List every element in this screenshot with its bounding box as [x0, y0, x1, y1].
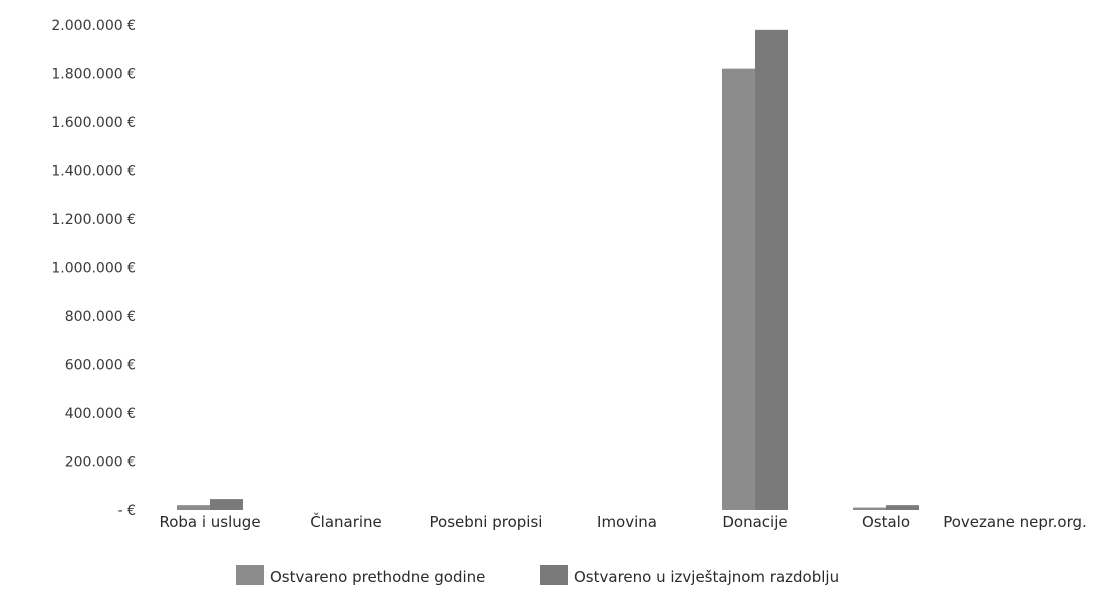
bar-reporting-period-4 [755, 29, 788, 510]
x-axis: Roba i usluge Članarine Posebni propisi Imo… [159, 512, 1086, 531]
y-tick-label: 800.000 € [65, 309, 136, 325]
y-tick-label: 400.000 € [65, 406, 136, 422]
x-category-label: Donacije [722, 513, 787, 531]
bars [177, 29, 919, 511]
y-axis: - € 200.000 € 400.000 € 600.000 € 800.000 € 1… [51, 18, 136, 519]
bar-reporting-period-5 [886, 505, 919, 510]
y-tick-label: 1.200.000 € [51, 212, 136, 228]
legend-swatch [236, 565, 264, 585]
y-tick-label: 1.400.000 € [51, 164, 136, 180]
x-category-label: Imovina [597, 513, 657, 531]
x-category-label: Članarine [310, 512, 382, 531]
y-tick-label: 200.000 € [65, 455, 136, 471]
x-category-label: Ostalo [862, 513, 910, 531]
bar-previous-year-4 [722, 68, 755, 511]
legend-swatch [540, 565, 568, 585]
bar-reporting-period-0 [210, 499, 243, 510]
legend-label: Ostvareno u izvještajnom razdoblju [574, 568, 839, 586]
x-category-label: Roba i usluge [159, 513, 260, 531]
y-tick-label: - € [118, 503, 136, 519]
y-tick-label: 2.000.000 € [51, 18, 136, 34]
y-tick-label: 600.000 € [65, 358, 136, 374]
legend-label: Ostvareno prethodne godine [270, 568, 485, 586]
bar-previous-year-0 [177, 505, 210, 510]
y-tick-label: 1.600.000 € [51, 115, 136, 131]
y-tick-label: 1.800.000 € [51, 67, 136, 83]
y-tick-label: 1.000.000 € [51, 261, 136, 277]
bar-previous-year-5 [853, 507, 886, 510]
x-category-label: Posebni propisi [430, 513, 543, 531]
legend: Ostvareno prethodne godine Ostvareno u iz… [236, 565, 839, 586]
x-category-label: Povezane nepr.org. [943, 513, 1087, 531]
